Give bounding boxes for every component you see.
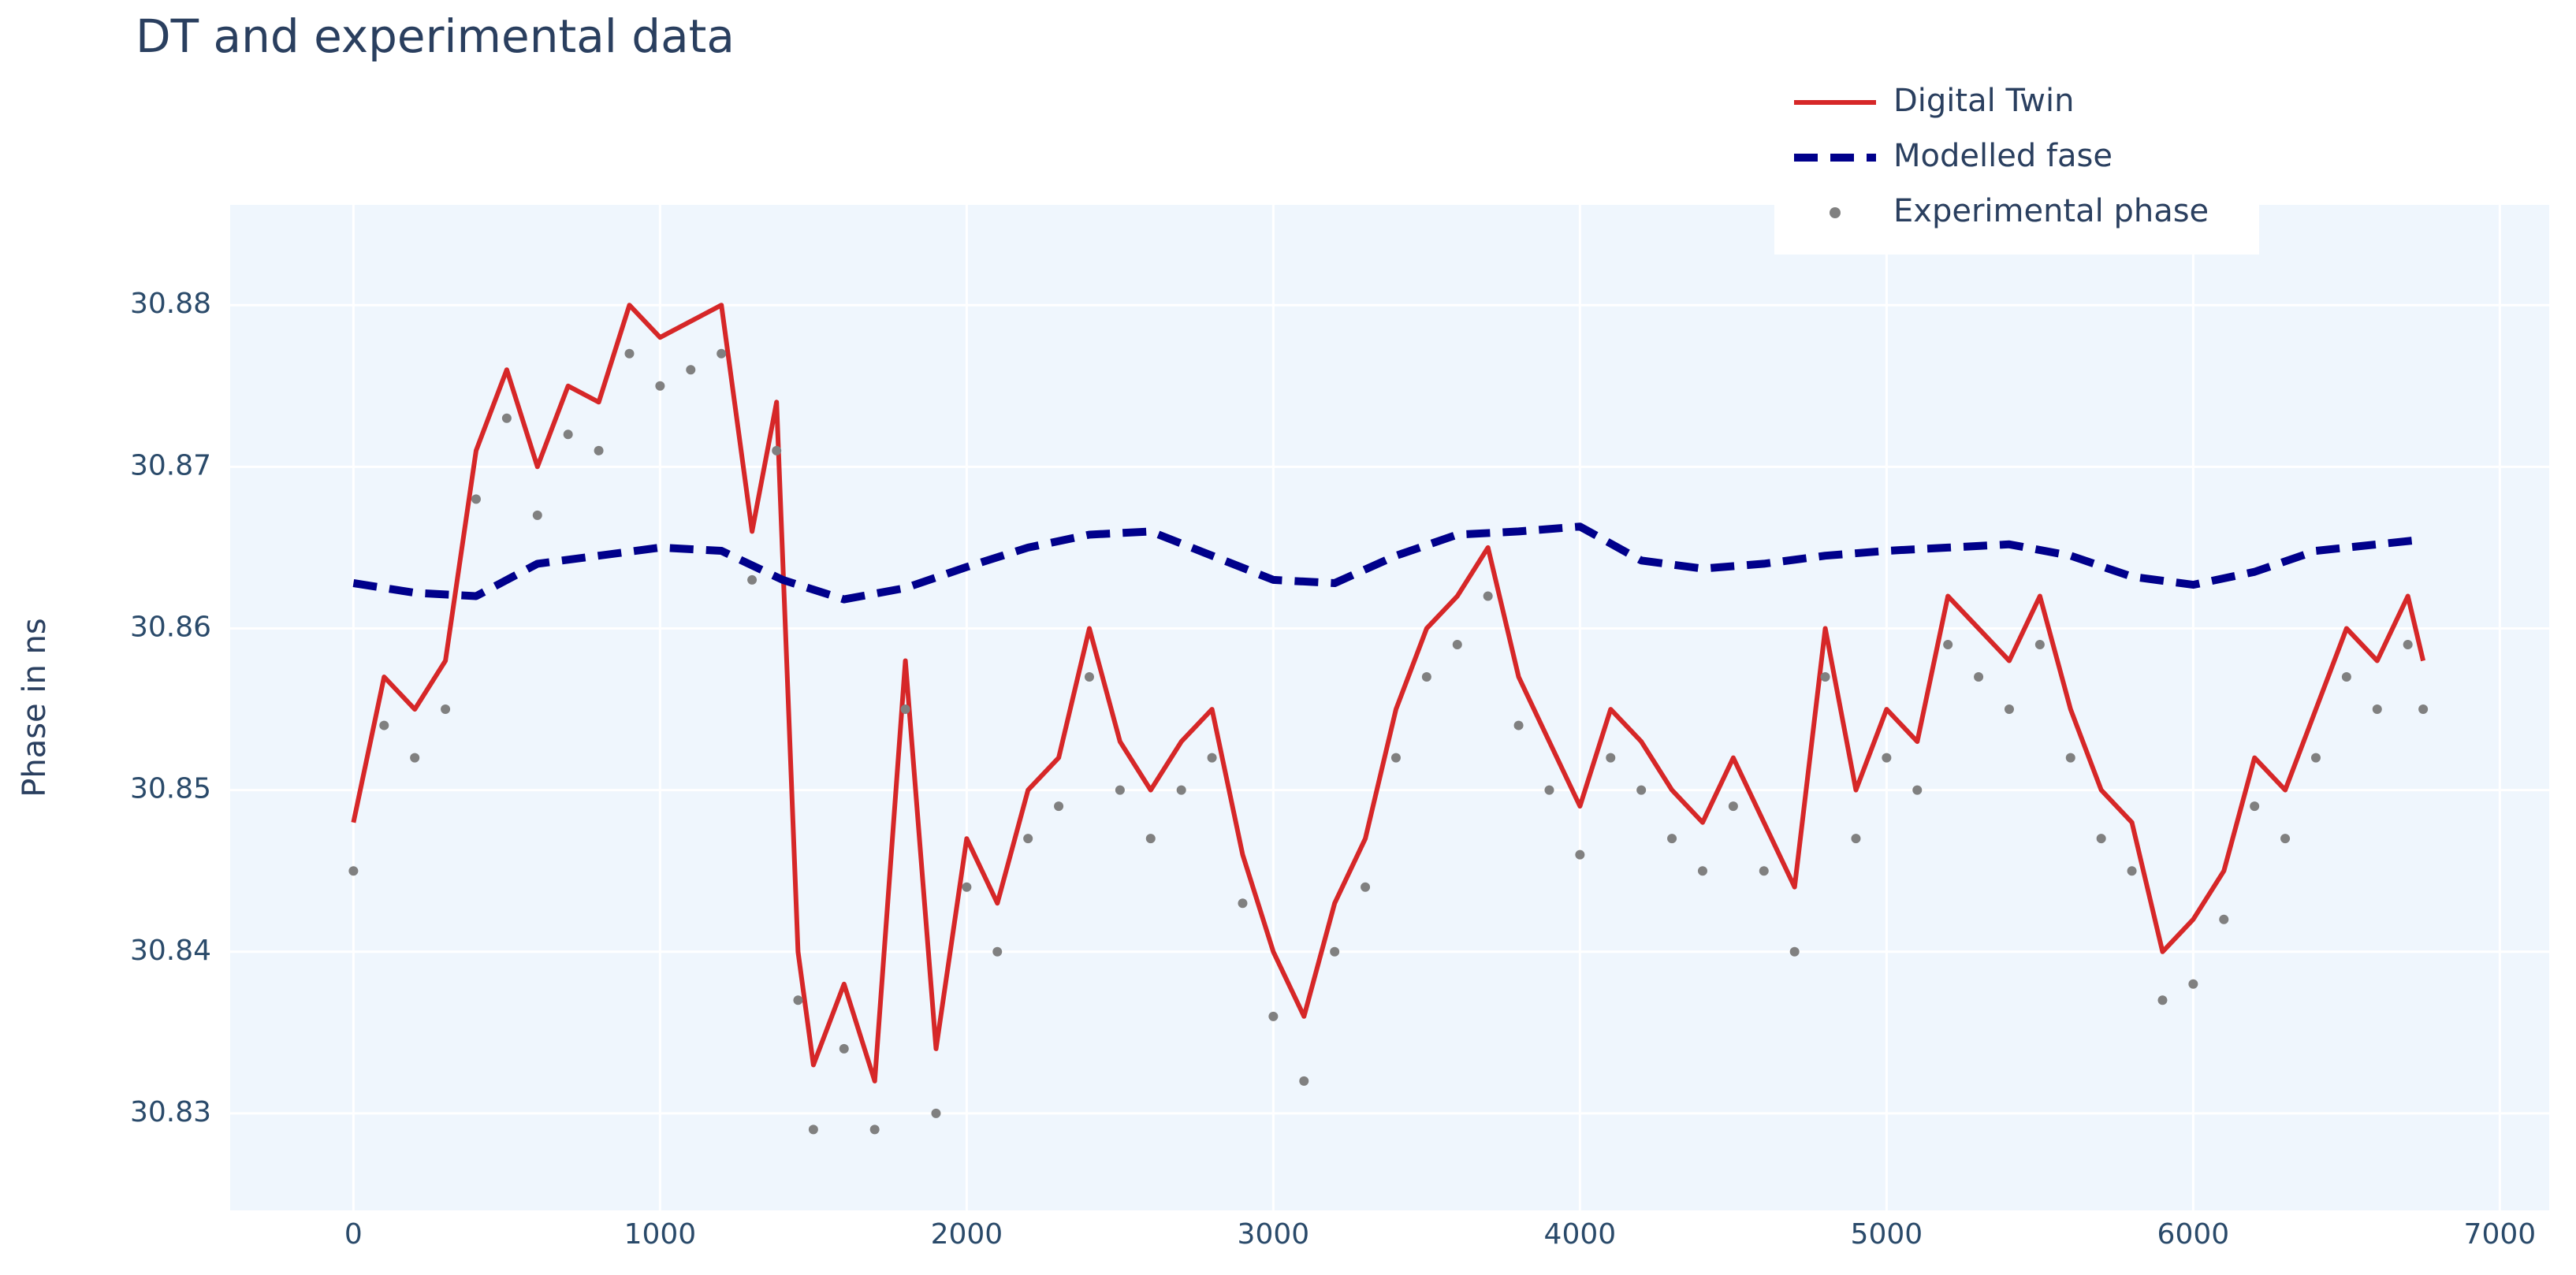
experimental-point (1789, 946, 1800, 957)
experimental-point (808, 1124, 818, 1135)
experimental-point (1452, 639, 1462, 649)
experimental-point (793, 995, 803, 1006)
y-tick-label: 30.85 (130, 773, 211, 805)
experimental-point (1636, 785, 1647, 795)
experimental-point (931, 1108, 941, 1118)
x-tick-label: 0 (344, 1218, 363, 1251)
legend-label: Digital Twin (1893, 83, 2074, 119)
experimental-point (501, 413, 512, 423)
experimental-point (2096, 834, 2106, 844)
experimental-point (1421, 672, 1431, 682)
experimental-point (2004, 704, 2014, 715)
experimental-point (747, 574, 758, 585)
y-tick-label: 30.87 (130, 449, 211, 481)
experimental-point (2188, 979, 2198, 989)
experimental-point (1667, 834, 1677, 844)
experimental-point (2418, 704, 2429, 715)
experimental-point (962, 882, 972, 892)
experimental-point (1361, 882, 1371, 892)
experimental-point (1697, 866, 1707, 876)
experimental-point (1943, 639, 1953, 649)
experimental-point (1330, 946, 1340, 957)
chart-title: DT and experimental data (136, 9, 735, 63)
x-tick-label: 1000 (624, 1218, 697, 1251)
experimental-point (869, 1124, 880, 1135)
experimental-point (441, 704, 451, 715)
x-tick-label: 7000 (2464, 1218, 2537, 1251)
experimental-point (2341, 672, 2351, 682)
y-tick-label: 30.83 (130, 1096, 211, 1128)
y-tick-label: 30.84 (130, 935, 211, 967)
x-tick-label: 6000 (2157, 1218, 2230, 1251)
experimental-point (2403, 639, 2413, 649)
experimental-point (1882, 753, 1892, 763)
legend-label: Modelled fase (1893, 138, 2113, 174)
experimental-point (1759, 866, 1769, 876)
experimental-point (655, 381, 665, 391)
experimental-point (1728, 801, 1738, 812)
experimental-point (2034, 639, 2045, 649)
experimental-point (1115, 785, 1125, 795)
legend: Digital Twin Modelled fase Experimental ph… (1774, 74, 2259, 255)
experimental-point (624, 348, 635, 359)
series-line (351, 303, 2426, 1084)
experimental-point (1575, 849, 1585, 860)
experimental-point (2280, 834, 2291, 844)
y-tick-label: 30.88 (130, 288, 211, 320)
experimental-point (2372, 704, 2382, 715)
experimental-point (1023, 834, 1033, 844)
experimental-point (532, 510, 542, 520)
experimental-point (1238, 898, 1248, 909)
experimental-point (1054, 801, 1064, 812)
x-tick-label: 5000 (1851, 1218, 1923, 1251)
series-line (352, 522, 2424, 604)
experimental-point (1207, 753, 1217, 763)
experimental-point (1390, 753, 1401, 763)
experimental-point (2065, 753, 2075, 763)
experimental-point (2310, 753, 2321, 763)
experimental-point (2250, 801, 2260, 812)
experimental-point (1084, 672, 1094, 682)
y-axis-label: Phase in ns (17, 618, 53, 797)
experimental-point (839, 1043, 849, 1054)
experimental-point (1606, 753, 1616, 763)
experimental-point (471, 494, 481, 504)
experimental-point (717, 348, 727, 359)
experimental-point (1145, 834, 1156, 844)
legend-label: Experimental phase (1893, 193, 2209, 229)
experimental-point (2157, 995, 2168, 1006)
experimental-point (1268, 1011, 1279, 1021)
experimental-point (563, 429, 573, 440)
experimental-point (1912, 785, 1923, 795)
experimental-point (1299, 1076, 1309, 1086)
plot-area (230, 205, 2549, 1210)
experimental-point (992, 946, 1003, 957)
experimental-point (1851, 834, 1861, 844)
experimental-point (1176, 785, 1186, 795)
experimental-point (410, 753, 420, 763)
experimental-point (379, 720, 389, 730)
legend-symbol (1830, 207, 1841, 218)
experimental-point (1483, 591, 1493, 601)
x-tick-label: 3000 (1238, 1218, 1310, 1251)
experimental-point (900, 704, 910, 715)
experimental-point (1544, 785, 1554, 795)
experimental-point (594, 445, 604, 455)
experimental-point (2127, 866, 2137, 876)
experimental-point (1513, 720, 1524, 730)
x-tick-label: 2000 (931, 1218, 1003, 1251)
experimental-point (1820, 672, 1830, 682)
experimental-point (348, 866, 359, 876)
marks (348, 303, 2429, 1135)
y-tick-label: 30.86 (130, 611, 211, 643)
experimental-point (772, 445, 782, 455)
experimental-point (686, 365, 696, 375)
x-tick-label: 4000 (1544, 1218, 1617, 1251)
experimental-point (2219, 914, 2229, 924)
experimental-point (1974, 672, 1984, 682)
